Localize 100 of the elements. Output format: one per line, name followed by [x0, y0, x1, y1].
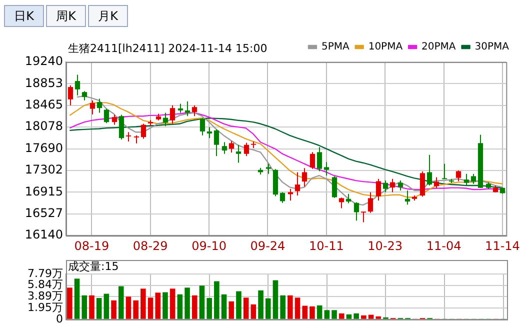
text: 月K — [88, 5, 128, 27]
bar — [133, 300, 138, 319]
x-tick-label: 09-24 — [250, 238, 286, 253]
bar — [346, 314, 352, 319]
candlestick — [316, 146, 322, 172]
bar — [258, 290, 264, 319]
candlestick — [118, 114, 124, 140]
y-tick-label: 3.89万 — [28, 290, 63, 303]
candlestick — [90, 100, 96, 115]
candlestick — [338, 197, 344, 209]
bar — [206, 298, 212, 319]
bar — [288, 295, 293, 319]
candlestick — [68, 84, 74, 106]
candlestick — [280, 192, 286, 204]
bar — [118, 286, 124, 319]
y-tick-label: 17302 — [24, 162, 63, 177]
bar — [310, 306, 315, 319]
y-tick-label: 1.95万 — [28, 300, 63, 314]
x-tick-label: 08-19 — [74, 238, 110, 253]
candlestick — [354, 202, 360, 222]
candlestick — [112, 114, 118, 126]
bar — [302, 306, 308, 319]
y-tick-label: 18078 — [24, 119, 63, 134]
y-tick-label: 5.84万 — [28, 278, 63, 292]
candlestick — [228, 140, 234, 153]
bar — [155, 292, 161, 319]
candlestick — [140, 123, 146, 140]
x-tick-label: 08-29 — [132, 238, 168, 253]
candlestick — [294, 172, 300, 196]
candlestick — [368, 192, 374, 214]
bar — [89, 295, 94, 319]
bar — [236, 291, 242, 319]
x-tick-label: 11-04 — [426, 238, 462, 253]
candlestick — [288, 188, 294, 202]
text: 日K — [4, 5, 44, 27]
bar — [294, 298, 300, 319]
candlestick — [310, 152, 316, 170]
candlestick — [390, 178, 396, 193]
legend-label: 30PMA — [474, 42, 510, 53]
bar — [214, 281, 220, 319]
candlestick — [470, 173, 476, 184]
bar — [354, 313, 359, 319]
chart-title: 生猪2411[lh2411] 2024-11-14 15:00 — [68, 42, 268, 55]
bar — [272, 280, 278, 319]
text: 周K — [46, 5, 86, 27]
y-tick-label: 16915 — [24, 184, 63, 198]
bar — [104, 294, 110, 319]
y-tick-label: 19240 — [24, 54, 63, 68]
x-tick-label: 11-14 — [485, 238, 520, 253]
candlestick — [82, 90, 88, 101]
bar — [324, 310, 330, 319]
candlestick — [162, 112, 168, 127]
candlestick — [96, 98, 102, 114]
x-tick-label: 10-23 — [368, 238, 403, 253]
bar — [162, 292, 168, 319]
candlestick — [266, 163, 272, 174]
bar — [368, 314, 374, 319]
candlestick — [376, 178, 382, 202]
candlestick — [178, 103, 184, 114]
candlestick — [456, 170, 462, 182]
legend-label: 10PMA — [368, 42, 403, 53]
x-tick-label: 10-11 — [308, 238, 344, 253]
y-tick-label: 16140 — [24, 228, 63, 242]
x-tick-label: 09-10 — [192, 238, 226, 253]
bar — [170, 288, 176, 319]
candlestick — [200, 118, 206, 136]
bar — [126, 296, 132, 319]
candlestick — [382, 180, 388, 193]
y-tick-label: 17690 — [24, 140, 63, 155]
y-tick-label: 7.79万 — [28, 266, 63, 280]
chart-title: 成交量:15 — [68, 260, 119, 273]
bar — [199, 286, 205, 319]
bar — [250, 304, 256, 319]
candlestick — [324, 162, 330, 176]
legend-label: 20PMA — [422, 42, 456, 53]
bar — [148, 298, 154, 319]
bar — [316, 305, 322, 319]
candlestick — [442, 163, 448, 180]
y-tick-label: 18465 — [24, 98, 63, 112]
y-tick-label: 0 — [56, 312, 63, 326]
candlestick — [214, 128, 220, 157]
bar — [96, 298, 102, 319]
candlestick — [74, 74, 80, 96]
bar — [221, 294, 227, 319]
candlestick — [244, 142, 250, 157]
y-tick-label: 16527 — [24, 206, 63, 220]
candlestick — [222, 142, 228, 154]
candlestick — [404, 190, 410, 206]
candlestick — [236, 144, 242, 164]
candlestick — [426, 154, 432, 186]
bar — [111, 300, 116, 319]
bar — [228, 301, 234, 319]
bar — [74, 278, 80, 319]
bar — [67, 288, 72, 319]
bar — [265, 298, 271, 319]
candlestick — [170, 104, 176, 124]
bar — [280, 295, 286, 319]
bar — [177, 294, 183, 319]
bar — [82, 295, 88, 319]
candlestick — [420, 170, 426, 198]
